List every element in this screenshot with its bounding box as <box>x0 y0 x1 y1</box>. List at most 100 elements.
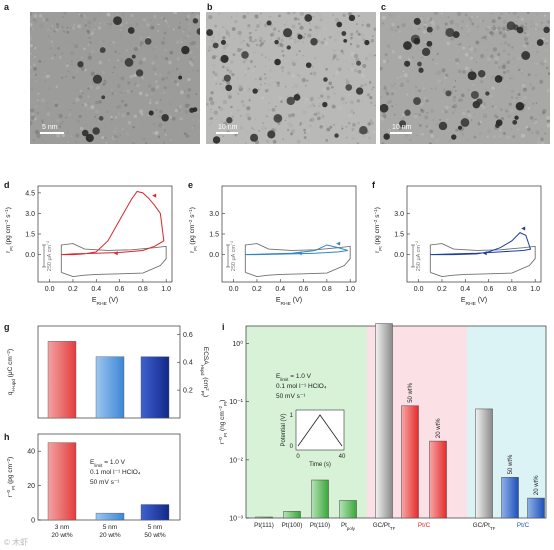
tem-grain <box>43 95 47 99</box>
tem-grain <box>265 139 270 144</box>
tem-grain <box>346 28 350 32</box>
bar-g-1 <box>47 341 77 419</box>
tem-grain <box>103 40 105 43</box>
tem-grain <box>247 24 251 28</box>
tem-grain <box>87 95 90 98</box>
tem-grain <box>482 19 485 22</box>
tem-grain <box>213 110 218 115</box>
tem-grain <box>249 60 254 64</box>
tem-grain <box>380 92 384 97</box>
tem-grain <box>222 100 228 105</box>
scale-bar-label: 10 nm <box>218 124 238 131</box>
tem-grain <box>235 113 237 115</box>
tem-grain <box>35 105 38 109</box>
tem-grain <box>76 119 81 123</box>
tem-grain <box>432 119 435 121</box>
tem-grain <box>225 66 229 70</box>
tem-grain <box>498 135 501 138</box>
y-tick-label: 1.5 <box>209 232 219 239</box>
tem-particle <box>421 47 431 57</box>
tem-grain <box>34 79 39 84</box>
tem-grain <box>80 14 84 18</box>
tem-grain <box>424 98 426 100</box>
tem-grain <box>209 124 211 126</box>
tem-grain <box>466 28 471 33</box>
tem-grain <box>45 22 48 25</box>
tem-grain <box>39 28 43 32</box>
tem-grain <box>286 12 291 15</box>
tem-grain <box>168 60 172 65</box>
tem-grain <box>362 38 366 42</box>
tem-grain <box>499 128 502 132</box>
tem-grain <box>67 70 69 73</box>
tem-grain <box>238 35 242 39</box>
tem-grain <box>158 49 161 52</box>
tem-grain <box>456 52 459 55</box>
tem-grain <box>444 109 448 114</box>
tem-grain <box>93 28 96 31</box>
tem-grain <box>109 41 111 44</box>
tem-grain <box>409 19 413 23</box>
tem-grain <box>74 44 79 49</box>
tem-grain <box>333 38 337 42</box>
tem-grain <box>230 105 233 109</box>
tem-grain <box>396 76 399 79</box>
tem-grain <box>284 24 286 26</box>
tem-grain <box>41 138 45 142</box>
tem-grain <box>357 32 361 36</box>
tem-grain <box>522 87 527 92</box>
tem-grain <box>33 13 38 19</box>
category-label-size: 5 nm <box>148 524 162 531</box>
tem-grain <box>305 12 310 15</box>
tem-grain <box>425 99 429 103</box>
tem-grain <box>491 13 494 15</box>
tem-grain <box>145 142 148 144</box>
tem-grain <box>486 25 491 30</box>
tem-grain <box>345 102 347 104</box>
cv-plot-e: 3.0 1.5 0.0 0.0 0.2 0.4 0.6 0.8 1.0 rPt (pg cm−2 … <box>188 185 357 307</box>
tem-grain <box>117 112 121 116</box>
bar-i-8 <box>475 408 493 519</box>
tem-grain <box>191 12 194 15</box>
tem-grain <box>294 20 297 24</box>
tem-particle <box>413 38 421 45</box>
tem-grain <box>479 64 483 68</box>
x-category-label: GC/PtTF <box>373 522 396 531</box>
tem-grain <box>179 22 181 24</box>
tem-grain <box>225 31 230 36</box>
y-tick-label: 4.5 <box>25 190 35 197</box>
tem-grain <box>225 29 228 32</box>
tem-grain <box>312 71 317 76</box>
tem-grain <box>466 39 468 41</box>
scan-direction-arrow <box>482 251 487 256</box>
bar-i-2 <box>283 511 301 519</box>
tem-grain <box>105 141 108 144</box>
x-axis-label: ERHE (V) <box>461 297 487 307</box>
tem-grain <box>254 118 257 120</box>
tem-particle <box>92 74 103 84</box>
tem-grain <box>111 92 114 95</box>
plot-frame <box>221 185 357 283</box>
tem-grain <box>181 41 183 44</box>
tem-grain <box>546 116 550 121</box>
tem-grain <box>61 133 66 138</box>
tem-grain <box>57 46 60 50</box>
tem-grain <box>280 38 284 42</box>
tem-grain <box>348 114 352 118</box>
tem-grain <box>419 138 422 141</box>
tem-grain <box>226 69 229 72</box>
tem-grain <box>82 28 85 30</box>
tem-grain <box>210 101 215 106</box>
tem-grain <box>112 71 114 74</box>
tem-grain <box>211 63 216 68</box>
tem-grain <box>139 45 142 47</box>
tem-grain <box>320 94 324 98</box>
tem-grain <box>380 96 383 98</box>
tem-grain <box>440 12 443 15</box>
tem-grain <box>515 96 518 99</box>
tem-grain <box>435 139 440 143</box>
tem-grain <box>481 36 484 40</box>
tem-grain <box>491 86 495 90</box>
tem-grain <box>467 88 470 92</box>
tem-grain <box>133 47 138 52</box>
